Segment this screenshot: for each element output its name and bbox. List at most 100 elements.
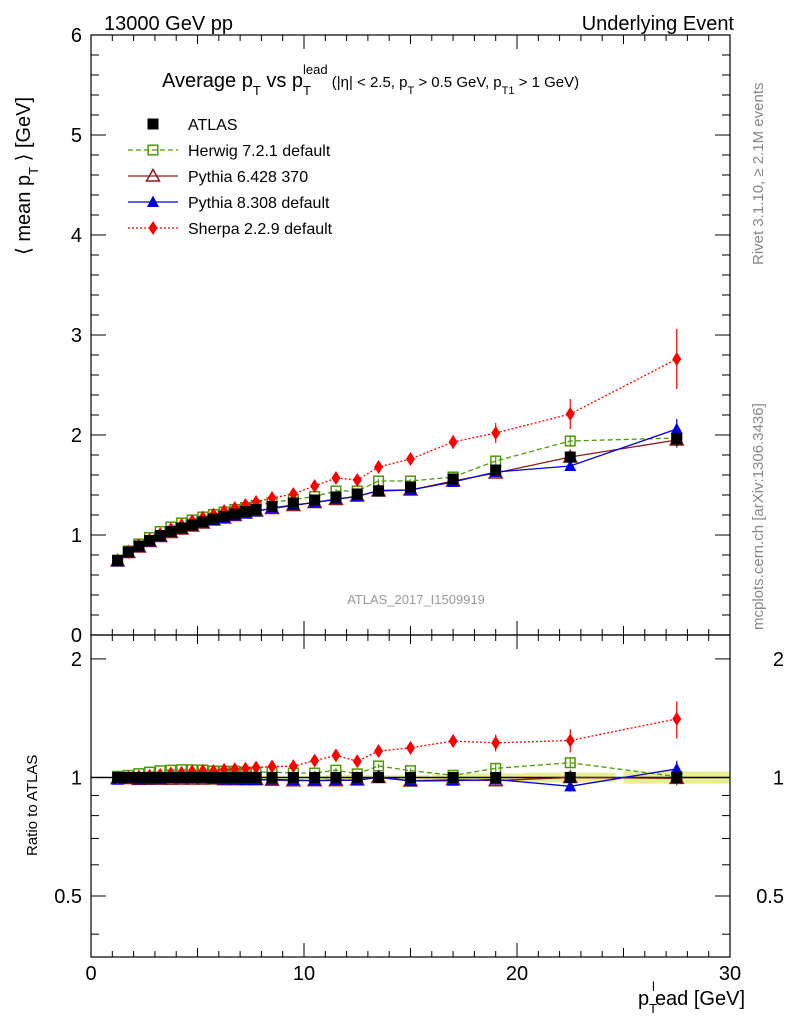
data-point [165,526,177,537]
x-tick-label: 30 [719,963,741,985]
ratio-point [405,771,416,783]
ratio-point [331,748,341,763]
data-point [266,501,278,512]
ratio-point [186,771,198,783]
ratio-point [491,735,501,750]
data-point [197,516,209,528]
series-line-sherpa-2-2-9-default [117,358,678,562]
tick-labels: 0 10 20 30 0 1 2 3 4 5 6 0.5 0.5 1 1 2 2 [54,25,784,985]
data-point [250,504,262,515]
legend-marker [147,195,159,207]
data-point [331,471,341,485]
legend-label: Herwig 7.2.1 default [188,143,331,160]
legend-label: Sherpa 2.2.9 default [188,221,333,238]
y-tick-label: 1 [71,525,82,547]
data-point [490,464,502,476]
ratio-point [112,771,124,783]
ratio-point [447,771,459,783]
ratio-point [374,744,384,759]
data-point [672,352,682,366]
ratio-tick-label: 1 [773,767,784,789]
ratio-point [448,734,458,749]
x-tick-label: 20 [506,963,528,985]
data-point [447,473,459,485]
y-tick-label: 4 [71,225,82,247]
ratio-point [672,711,682,726]
ratio-point [287,771,299,783]
data-point [373,485,385,497]
data-point [122,546,134,558]
header-left: 13000 GeV pp [104,13,233,35]
data-point [405,481,416,493]
data-point [374,460,384,474]
data-point [176,522,188,534]
data-point [239,506,251,517]
data-point [133,540,145,552]
data-point [565,407,575,421]
ratio-point [406,740,415,755]
ratio-point [490,771,502,783]
y-tick-label: 5 [71,125,82,147]
ratio-point [565,733,575,748]
legend-label: Pythia 8.308 default [188,195,330,212]
legend-label: Pythia 6.428 370 [188,169,308,186]
data-point [671,433,683,445]
series-line-pythia-8-308-default [117,428,677,562]
ratio-point [266,771,278,783]
legend-marker [147,118,159,130]
data-point [351,488,363,500]
top-series-layer [109,329,685,568]
data-point [448,435,458,449]
legend: ATLAS Herwig 7.2.1 default Pythia 6.428 37… [128,117,333,238]
ratio-point [250,771,262,783]
x-axis-label: pTlead [GeV] [638,979,745,1016]
x-tick-label: 10 [293,963,315,985]
analysis-watermark: ATLAS_2017_I1509919 [347,592,485,607]
top-panel-frame [90,34,731,636]
bottom-series-layer [109,701,685,792]
data-point [352,473,362,487]
ratio-point [267,759,277,774]
ratio-point [352,754,362,769]
ratio-point [564,771,576,783]
data-point [287,497,299,509]
mcplots-label: mcplots.cern.ch [arXiv:1306.3436] [750,403,767,630]
legend-label: ATLAS [188,117,238,134]
ratio-tick-label: 2 [773,649,784,671]
data-point [218,511,230,522]
ratio-tick-label: 0.5 [54,886,82,908]
ratio-point [671,771,683,783]
chart-title: Average pT vs pTlead (|η| < 2.5, pT > 0.… [162,62,579,98]
ratio-point [144,771,156,783]
ratio-point [154,771,166,783]
ratio-point [310,753,320,768]
rivet-label: Rivet 3.1.10, ≥ 2.1M events [750,83,767,266]
ratio-point [330,771,342,783]
y-tick-label: 0 [71,625,82,647]
x-tick-label: 0 [85,963,96,985]
ratio-point [670,762,683,774]
legend-marker [145,167,161,182]
ratio-point [239,771,251,783]
y-tick-label: 3 [71,325,82,347]
series-line-herwig-7-2-1-default [117,437,677,561]
data-point [309,494,321,506]
ratio-point [251,760,261,775]
data-point [406,452,415,466]
data-point [330,491,342,503]
data-point [564,451,576,463]
ratio-tick-label: 2 [71,649,82,671]
ratio-point [373,771,385,783]
ratio-point [351,771,363,783]
legend-marker [148,221,158,235]
data-point [670,422,683,434]
header-right: Underlying Event [582,13,735,35]
ratio-tick-label: 0.5 [756,886,784,908]
ratio-point [165,771,177,783]
data-point [491,426,501,440]
y-axis-label-bottom: Ratio to ATLAS [24,755,41,856]
ratio-point [229,771,241,783]
axis-ticks [90,34,731,957]
ratio-tick-label: 1 [71,767,82,789]
